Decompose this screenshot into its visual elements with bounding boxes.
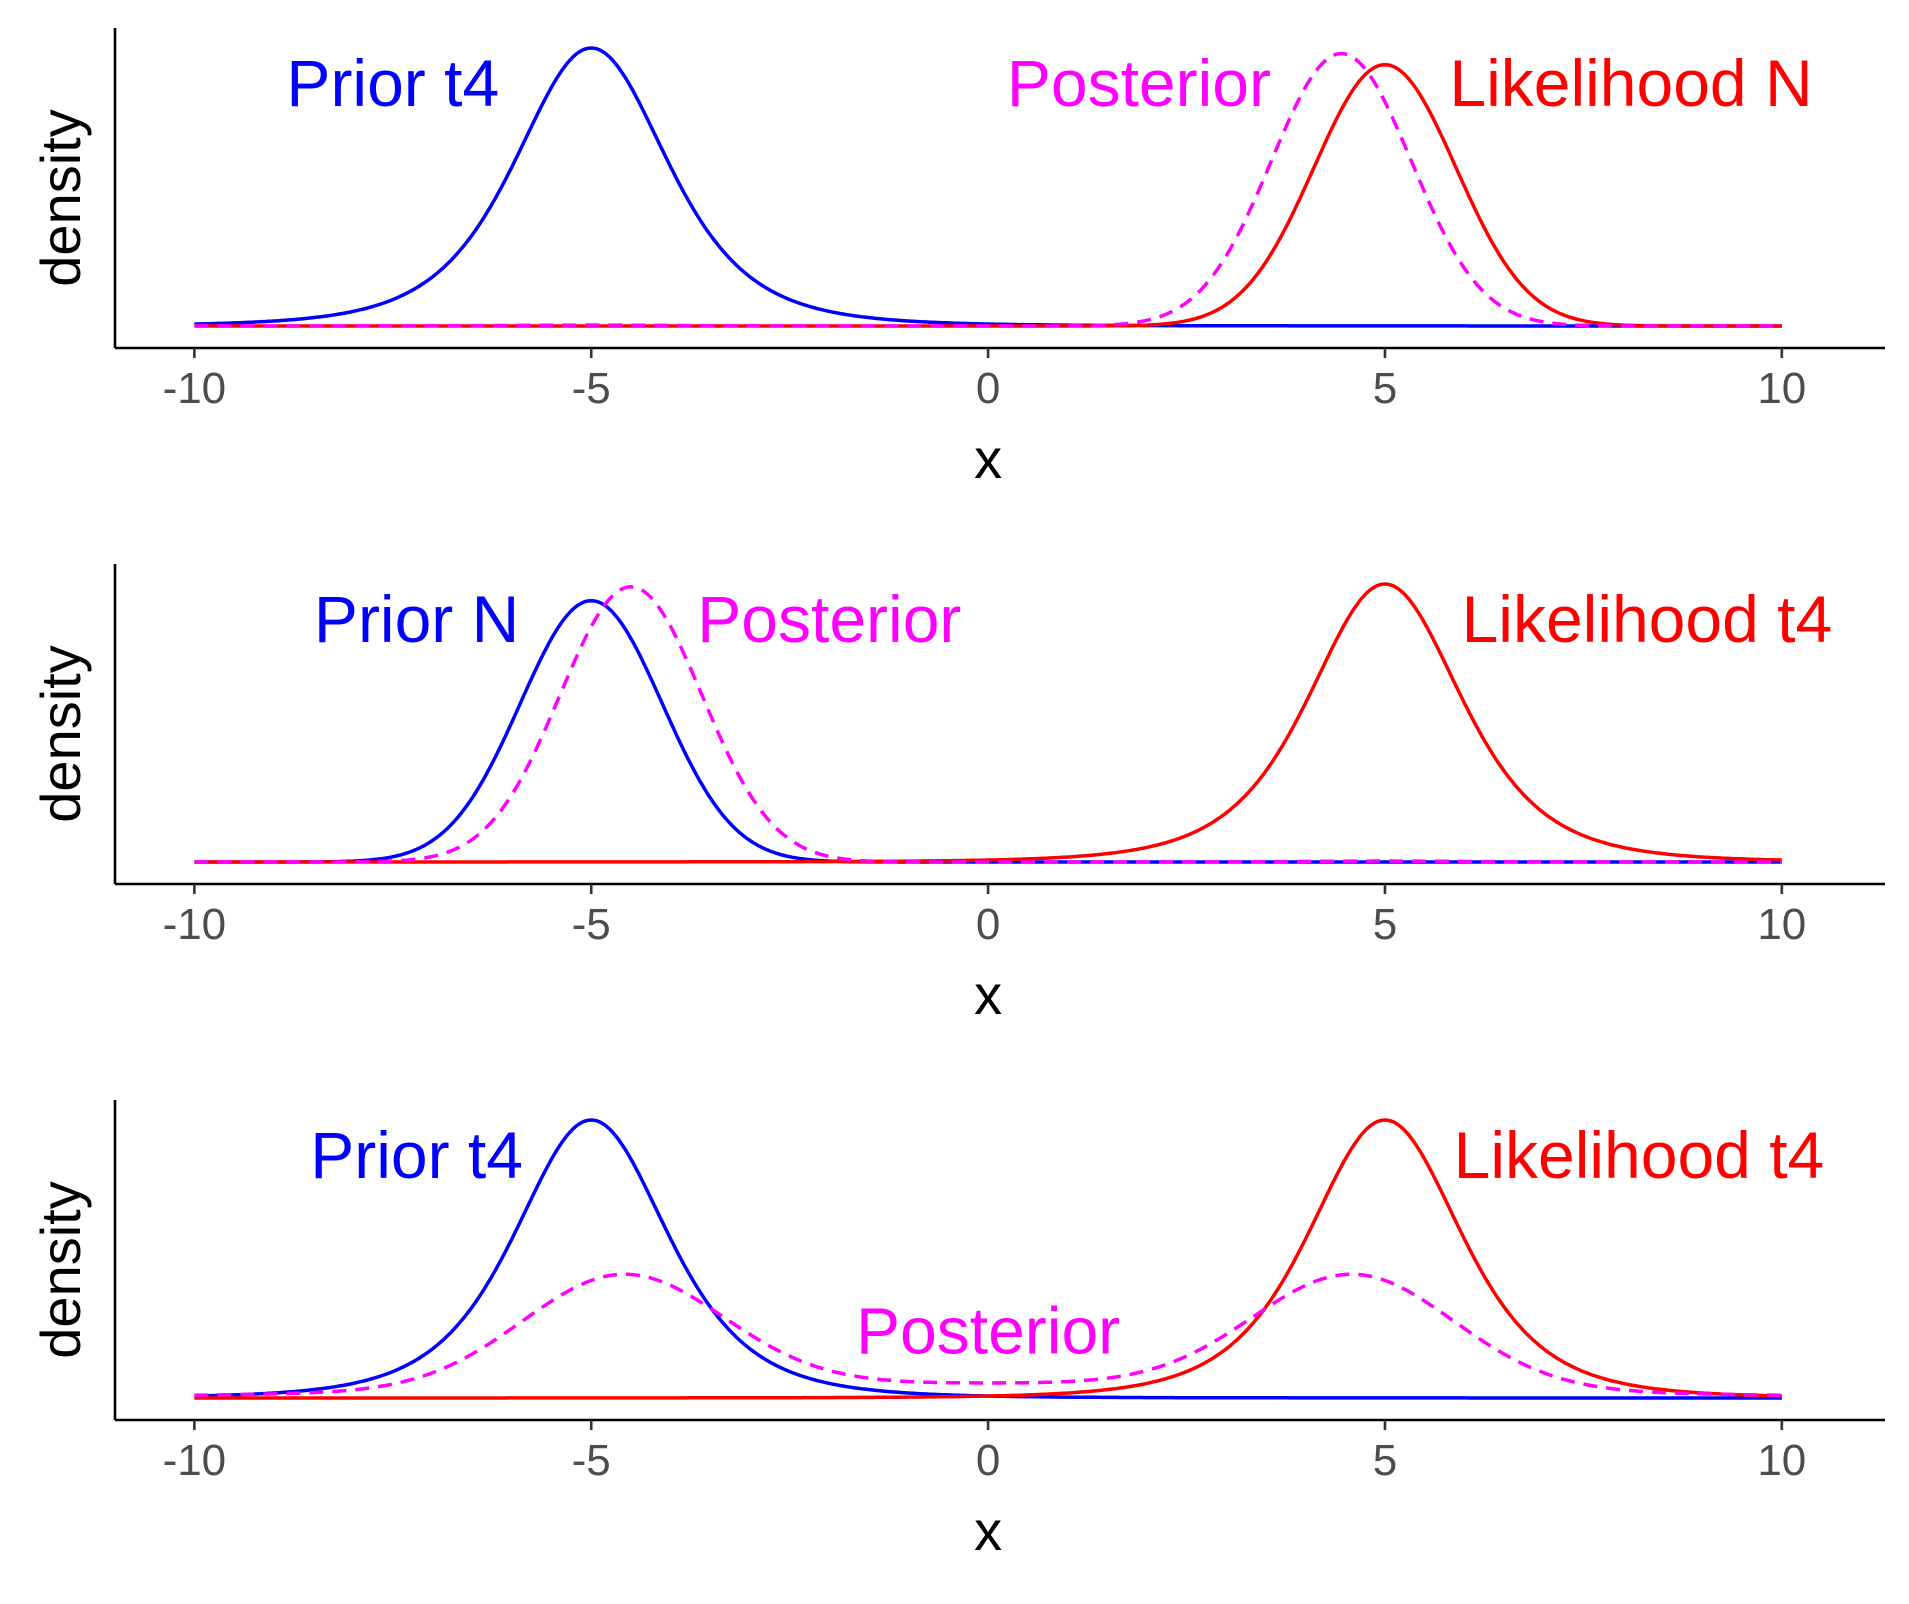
x-tick-label: 5: [1373, 364, 1397, 413]
curve-label-posterior: Posterior: [1007, 46, 1271, 120]
series-line-likelihood-t4: [194, 582, 1782, 864]
x-axis-title: x: [974, 1499, 1002, 1562]
chart-panel: -10 -5 0 5 10 x density Prior t4 Likelihood t4 Po…: [29, 1100, 1885, 1562]
x-tick-label: -10: [163, 900, 227, 949]
curve-label-prior-t4: Prior t4: [286, 46, 499, 120]
x-tick-label: -5: [572, 1436, 611, 1485]
x-tick-label: 10: [1757, 900, 1806, 949]
series-line-posterior: [194, 51, 1782, 328]
series-line-likelihood-t4: [194, 1118, 1782, 1400]
x-tick-label: 0: [976, 1436, 1000, 1485]
chart-panel: -10 -5 0 5 10 x density Prior N Posterior Likelih…: [29, 564, 1885, 1026]
curve-label-likelihood-n: Likelihood N: [1449, 46, 1812, 120]
curve-label-likelihood-t4: Likelihood t4: [1454, 1118, 1825, 1192]
x-tick-label: 5: [1373, 1436, 1397, 1485]
x-tick-label: 5: [1373, 900, 1397, 949]
curve-label-likelihood-t4: Likelihood t4: [1462, 582, 1833, 656]
curve-label-prior-n: Prior N: [314, 582, 519, 656]
x-tick-label: 10: [1757, 364, 1806, 413]
x-tick-label: -10: [163, 1436, 227, 1485]
x-axis-title: x: [974, 963, 1002, 1026]
y-axis-title: density: [29, 645, 92, 822]
curve-label-posterior: Posterior: [697, 582, 961, 656]
x-tick-label: -10: [163, 364, 227, 413]
curve-label-posterior: Posterior: [856, 1293, 1120, 1367]
x-tick-label: 0: [976, 900, 1000, 949]
y-axis-title: density: [29, 109, 92, 286]
x-tick-label: -5: [572, 364, 611, 413]
series-line-posterior: [194, 585, 1782, 864]
y-axis-title: density: [29, 1181, 92, 1358]
x-tick-label: 10: [1757, 1436, 1806, 1485]
series-line-prior-t4: [194, 46, 1782, 328]
x-tick-label: -5: [572, 900, 611, 949]
x-axis-title: x: [974, 427, 1002, 490]
curve-label-prior-t4: Prior t4: [310, 1118, 523, 1192]
x-tick-label: 0: [976, 364, 1000, 413]
chart-panel: -10 -5 0 5 10 x density Prior t4 Posterior Likeli…: [29, 28, 1885, 490]
